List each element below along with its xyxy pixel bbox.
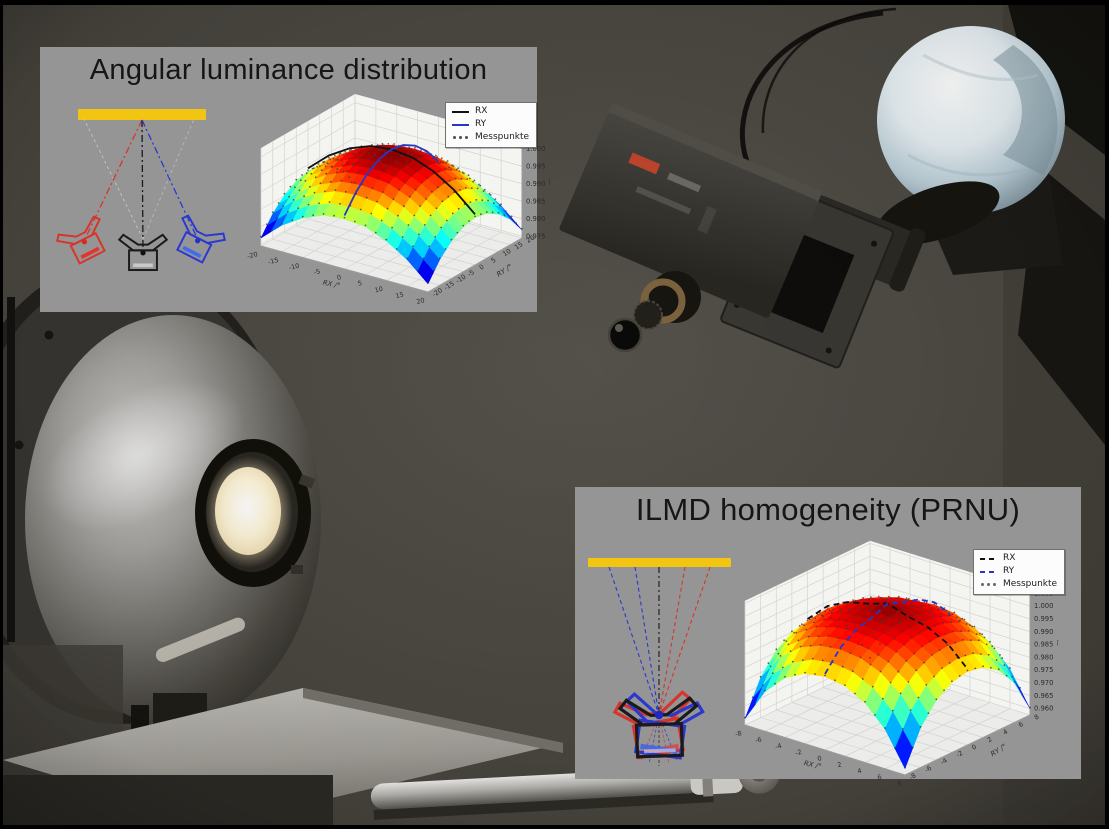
svg-text:-2: -2 xyxy=(794,748,802,757)
legend-line-sample-ry xyxy=(980,570,997,573)
legend-item-rx: RX xyxy=(452,105,529,118)
legend-line-sample-rx xyxy=(452,110,469,113)
camera-black-icon xyxy=(118,233,168,272)
svg-text:15: 15 xyxy=(513,240,524,251)
svg-text:0.980: 0.980 xyxy=(526,215,545,223)
svg-text:-10: -10 xyxy=(288,262,300,272)
ray-fan xyxy=(608,566,711,716)
svg-text:0.965: 0.965 xyxy=(1034,692,1053,700)
svg-text:-8: -8 xyxy=(734,729,742,738)
camera-black-icon xyxy=(618,696,700,759)
legend-line-sample-ry xyxy=(452,123,469,126)
svg-text:-20: -20 xyxy=(246,250,258,260)
svg-text:0.995: 0.995 xyxy=(526,162,545,170)
svg-text:0.960: 0.960 xyxy=(1034,705,1053,713)
panel-angular-luminance: Angular luminance distribution -20 -15 -10… xyxy=(40,47,551,312)
svg-text:5: 5 xyxy=(490,256,498,265)
svg-text:RX /°: RX /° xyxy=(803,759,822,771)
svg-text:8: 8 xyxy=(1033,713,1041,722)
svg-text:0.975: 0.975 xyxy=(526,232,545,240)
svg-text:0.990: 0.990 xyxy=(1034,628,1053,636)
legend-item-messpunkte: Messpunkte xyxy=(980,578,1057,591)
svg-text:0: 0 xyxy=(817,754,823,763)
legend-dots-sample xyxy=(452,136,469,139)
svg-text:-6: -6 xyxy=(923,764,933,774)
legend-line-sample-rx xyxy=(980,557,997,560)
svg-text:RX /°: RX /° xyxy=(322,279,341,291)
svg-text:-15: -15 xyxy=(267,256,279,266)
svg-text:-2: -2 xyxy=(955,749,965,759)
ray-red xyxy=(83,119,143,242)
svg-text:0.975: 0.975 xyxy=(1034,666,1053,674)
svg-text:4: 4 xyxy=(1002,728,1010,737)
svg-text:15: 15 xyxy=(395,290,405,300)
svg-text:-4: -4 xyxy=(939,756,949,766)
svg-text:0: 0 xyxy=(478,263,486,272)
svg-text:0.995: 0.995 xyxy=(1034,615,1053,623)
entrance-pupil-dot xyxy=(654,710,664,720)
camera-red-icon xyxy=(54,213,115,269)
svg-text:0.990: 0.990 xyxy=(526,180,545,188)
svg-text:10: 10 xyxy=(501,247,512,258)
svg-text:8: 8 xyxy=(897,779,903,788)
lab-photo-backdrop xyxy=(3,5,1105,825)
svg-text:-5: -5 xyxy=(466,268,476,278)
legend-label: Messpunkte xyxy=(475,132,530,142)
goniometer-diagram xyxy=(54,109,228,272)
svg-text:20: 20 xyxy=(416,296,426,306)
svg-text:Ī: Ī xyxy=(1057,641,1059,648)
legend-label: RY xyxy=(475,119,487,129)
svg-text:0.985: 0.985 xyxy=(526,197,545,205)
svg-text:6: 6 xyxy=(877,773,883,782)
svg-text:-4: -4 xyxy=(774,742,782,751)
page-title: Angular luminance distribution xyxy=(89,54,488,86)
ray-black xyxy=(141,119,144,253)
svg-text:-6: -6 xyxy=(754,735,762,744)
legend-label: Messpunkte xyxy=(1003,579,1058,589)
camera-blue-icon xyxy=(167,212,228,268)
legend-box: RX RY Messpunkte xyxy=(445,102,538,148)
svg-text:1.000: 1.000 xyxy=(526,145,545,153)
svg-text:10: 10 xyxy=(374,285,384,295)
svg-text:0: 0 xyxy=(336,273,342,282)
legend-item-ry: RY xyxy=(452,118,529,131)
legend-item-messpunkte: Messpunkte xyxy=(452,131,529,144)
legend-item-rx: RX xyxy=(980,552,1057,565)
panel-ilmd-homogeneity: ILMD homogeneity (PRNU) -8 -6 -4 -2 0 2 4 6 8 RX xyxy=(575,487,1081,788)
svg-text:0: 0 xyxy=(970,743,978,752)
svg-text:5: 5 xyxy=(357,279,363,288)
svg-text:-8: -8 xyxy=(908,771,918,781)
svg-text:4: 4 xyxy=(857,767,863,776)
light-target-bar xyxy=(588,558,731,567)
ray-blue xyxy=(141,119,199,241)
legend-item-ry: RY xyxy=(980,565,1057,578)
svg-text:20: 20 xyxy=(525,233,536,244)
svg-text:2: 2 xyxy=(986,735,994,744)
svg-text:0.970: 0.970 xyxy=(1034,679,1053,687)
svg-text:RY /°: RY /° xyxy=(989,742,1008,758)
svg-text:Ī: Ī xyxy=(549,180,551,187)
legend-dots-sample xyxy=(980,583,997,586)
legend-box: RX RY Messpunkte xyxy=(973,549,1066,595)
svg-text:6: 6 xyxy=(1017,720,1025,729)
legend-label: RX xyxy=(1003,553,1016,563)
page-title: ILMD homogeneity (PRNU) xyxy=(635,492,1021,527)
svg-text:RY /°: RY /° xyxy=(495,263,514,279)
legend-label: RX xyxy=(475,106,488,116)
lab-photo-svg xyxy=(3,5,1105,825)
legend-label: RY xyxy=(1003,566,1015,576)
ilmd-diagram xyxy=(588,558,731,766)
svg-text:-5: -5 xyxy=(313,267,321,276)
svg-text:2: 2 xyxy=(837,760,843,769)
svg-text:0.985: 0.985 xyxy=(1034,641,1053,649)
svg-text:0.980: 0.980 xyxy=(1034,653,1053,661)
light-target-bar xyxy=(78,109,206,120)
svg-text:1.000: 1.000 xyxy=(1034,602,1053,610)
